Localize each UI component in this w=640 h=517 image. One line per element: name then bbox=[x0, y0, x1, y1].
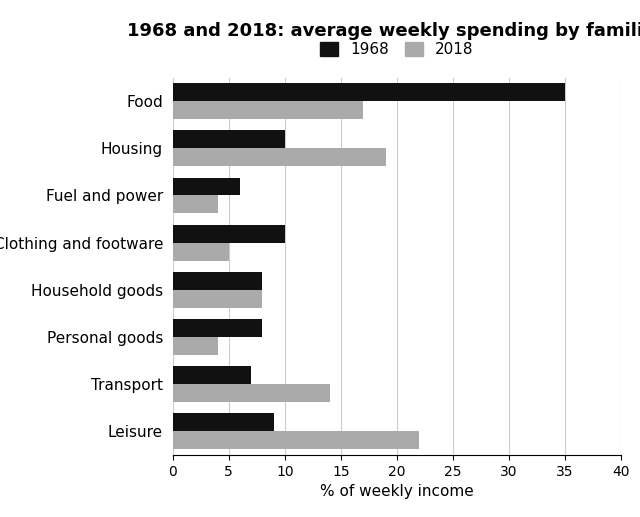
Bar bbox=[173, 290, 262, 308]
Bar bbox=[173, 101, 364, 119]
Bar bbox=[173, 195, 218, 214]
Bar bbox=[173, 431, 419, 449]
Bar bbox=[173, 319, 262, 337]
X-axis label: % of weekly income: % of weekly income bbox=[320, 484, 474, 499]
Bar bbox=[173, 148, 385, 166]
Bar bbox=[173, 130, 285, 148]
Bar bbox=[173, 337, 218, 355]
Bar bbox=[173, 83, 564, 101]
Bar bbox=[173, 384, 330, 402]
Bar bbox=[173, 177, 240, 195]
Legend: 1968, 2018: 1968, 2018 bbox=[314, 36, 480, 64]
Bar bbox=[173, 225, 285, 242]
Title: 1968 and 2018: average weekly spending by families: 1968 and 2018: average weekly spending b… bbox=[127, 22, 640, 40]
Bar bbox=[173, 414, 274, 431]
Bar bbox=[173, 366, 251, 384]
Bar bbox=[173, 242, 229, 261]
Bar bbox=[173, 272, 262, 290]
